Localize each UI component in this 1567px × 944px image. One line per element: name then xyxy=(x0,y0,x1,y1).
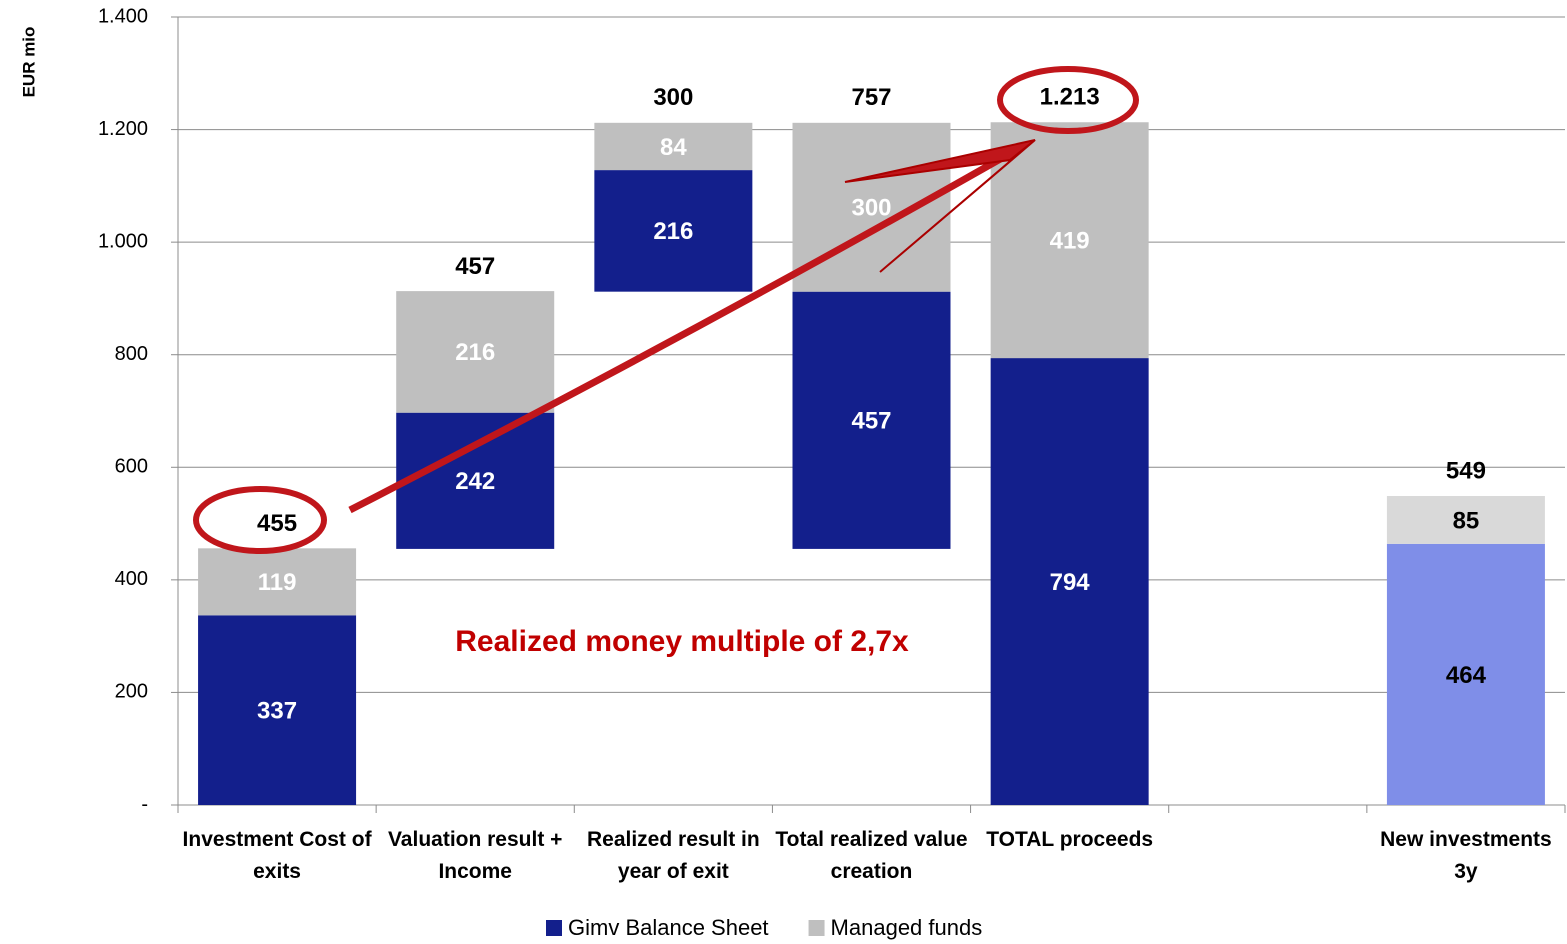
y-tick-label: 1.400 xyxy=(98,5,148,27)
legend-label: Gimv Balance Sheet xyxy=(568,915,769,940)
x-tick-label: New investments 3y xyxy=(1380,828,1552,883)
bar-segment xyxy=(990,122,1149,359)
bar-segment xyxy=(1386,495,1545,544)
y-tick-label: 400 xyxy=(115,568,148,590)
highlight-circle xyxy=(193,486,327,554)
x-tick-label: TOTAL proceeds xyxy=(986,828,1154,851)
bar-segment xyxy=(594,170,753,292)
data-label: 794 xyxy=(1050,569,1091,596)
arrow-head xyxy=(844,139,1036,273)
y-tick-label: 600 xyxy=(115,456,148,478)
data-label: 464 xyxy=(1446,662,1487,689)
total-label: 300 xyxy=(653,84,693,111)
y-axis-label: EUR mio xyxy=(19,27,38,98)
arrow-shaft xyxy=(348,141,1027,514)
data-label: 85 xyxy=(1453,507,1480,534)
legend-swatch xyxy=(808,920,825,936)
annotation: Realized money multiple of 2,7x xyxy=(455,625,909,658)
bar-segment xyxy=(198,548,357,616)
bar-segment xyxy=(396,291,555,413)
bar-segment xyxy=(1386,543,1545,805)
x-tick-label: Realized result in year of exit xyxy=(586,828,760,883)
x-tick-label: Total realized value creation xyxy=(775,828,968,883)
legend-label: Managed funds xyxy=(831,915,983,940)
total-label: 549 xyxy=(1446,457,1486,484)
y-tick-label: 1.200 xyxy=(98,118,148,140)
bar-segment xyxy=(198,615,357,805)
y-tick-label: 1.000 xyxy=(98,230,148,252)
total-label: 455 xyxy=(257,510,297,537)
data-label: 119 xyxy=(258,569,297,596)
data-label: 242 xyxy=(455,468,495,495)
y-tick-label: - xyxy=(141,793,148,815)
total-label: 1.213 xyxy=(1040,84,1100,111)
data-label: 216 xyxy=(455,339,495,366)
bar-segment xyxy=(792,291,951,549)
y-tick-label: 200 xyxy=(115,681,148,703)
x-tick-label: Investment Cost of exits xyxy=(182,828,372,883)
data-label: 337 xyxy=(257,698,297,725)
total-label: 457 xyxy=(455,253,495,280)
x-tick-label: Valuation result + Income xyxy=(387,828,563,883)
data-label: 457 xyxy=(851,408,891,435)
y-tick-label: 800 xyxy=(115,343,148,365)
bar-segment xyxy=(396,412,555,549)
data-label: 419 xyxy=(1050,228,1090,255)
legend-swatch xyxy=(546,920,562,936)
data-label: 300 xyxy=(851,195,891,222)
total-label: 757 xyxy=(851,84,891,111)
bar-segment xyxy=(594,122,753,171)
bar-segment xyxy=(990,358,1149,805)
arrow xyxy=(348,139,1036,514)
data-label: 216 xyxy=(653,218,693,245)
highlight-circle xyxy=(997,66,1139,134)
data-label: 84 xyxy=(660,134,687,161)
